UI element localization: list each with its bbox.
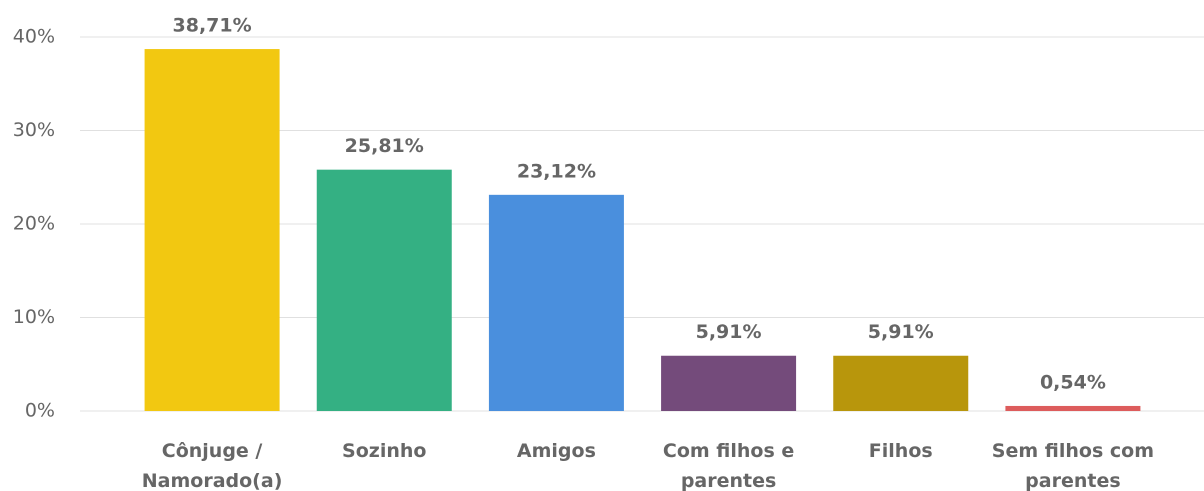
x-tick-label: Cônjuge / Namorado(a) [141,440,283,491]
x-tick-label: Sozinho [342,440,427,462]
y-tick-label: 30% [13,119,55,141]
x-tick-label: Filhos [868,440,933,462]
y-tick-label: 40% [13,26,55,48]
value-label: 5,91% [868,321,934,343]
y-tick-label: 0% [25,400,55,422]
value-label: 0,54% [1040,371,1106,393]
x-tick-label: Amigos [516,440,596,462]
bar [833,355,969,411]
value-label: 25,81% [345,135,424,157]
value-label: 38,71% [173,15,252,37]
bar [144,49,280,412]
y-tick-label: 10% [13,306,55,328]
bar [316,169,452,411]
value-label: 5,91% [696,321,762,343]
bar [661,355,797,411]
bar [1005,405,1141,411]
bar [488,194,624,411]
value-label: 23,12% [517,160,596,182]
x-tick-label: Sem filhos com parentes [991,440,1154,491]
x-tick-label: Com filhos e parentes [662,440,795,491]
y-tick-label: 20% [13,213,55,235]
